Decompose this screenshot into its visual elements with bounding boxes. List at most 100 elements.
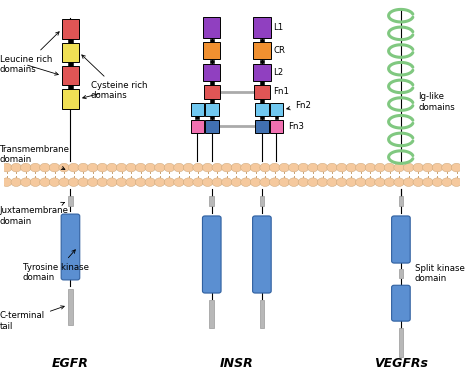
Circle shape <box>30 178 41 186</box>
Circle shape <box>193 163 203 172</box>
FancyBboxPatch shape <box>253 216 271 293</box>
Circle shape <box>250 178 261 186</box>
Bar <box>274 116 278 119</box>
Circle shape <box>202 178 213 186</box>
Circle shape <box>40 163 50 172</box>
Circle shape <box>260 163 270 172</box>
Circle shape <box>308 178 318 186</box>
Text: Tyrosine kinase
domain: Tyrosine kinase domain <box>23 250 89 282</box>
Bar <box>62 42 79 62</box>
Circle shape <box>375 163 385 172</box>
Circle shape <box>394 163 404 172</box>
Bar <box>260 81 264 85</box>
Circle shape <box>413 178 423 186</box>
Circle shape <box>145 163 155 172</box>
Circle shape <box>59 163 69 172</box>
Circle shape <box>145 178 155 186</box>
Bar <box>210 99 214 103</box>
Circle shape <box>356 163 366 172</box>
Bar <box>203 42 220 59</box>
Circle shape <box>432 163 443 172</box>
Circle shape <box>231 178 242 186</box>
Circle shape <box>221 178 232 186</box>
Circle shape <box>365 178 375 186</box>
Circle shape <box>164 163 174 172</box>
Circle shape <box>97 178 108 186</box>
Circle shape <box>451 163 462 172</box>
Circle shape <box>30 163 41 172</box>
Circle shape <box>49 163 60 172</box>
FancyBboxPatch shape <box>61 214 80 280</box>
Circle shape <box>193 178 203 186</box>
Circle shape <box>88 163 98 172</box>
Circle shape <box>231 163 242 172</box>
Bar <box>62 66 79 85</box>
Text: INSR: INSR <box>220 357 254 370</box>
Circle shape <box>183 178 194 186</box>
Circle shape <box>202 163 213 172</box>
Circle shape <box>269 178 280 186</box>
Bar <box>260 196 264 206</box>
Circle shape <box>183 163 194 172</box>
Bar <box>270 120 283 133</box>
Circle shape <box>40 178 50 186</box>
Bar <box>210 116 214 119</box>
Bar <box>68 62 73 66</box>
Circle shape <box>155 178 165 186</box>
Circle shape <box>346 178 356 186</box>
Bar <box>203 64 220 81</box>
Circle shape <box>289 178 299 186</box>
Bar <box>191 103 204 116</box>
Bar <box>399 329 403 356</box>
Bar <box>260 38 264 42</box>
Circle shape <box>269 163 280 172</box>
Circle shape <box>221 163 232 172</box>
Circle shape <box>317 163 328 172</box>
Circle shape <box>212 163 222 172</box>
Text: Leucine rich
domains: Leucine rich domains <box>0 32 59 74</box>
Bar <box>210 60 214 63</box>
Circle shape <box>289 163 299 172</box>
Bar <box>210 300 214 329</box>
Circle shape <box>136 163 146 172</box>
Circle shape <box>317 178 328 186</box>
Text: VEGFRs: VEGFRs <box>374 357 428 370</box>
Bar <box>399 268 403 278</box>
Bar <box>210 196 214 206</box>
Bar <box>68 196 73 206</box>
Circle shape <box>1 178 12 186</box>
Circle shape <box>422 163 433 172</box>
Circle shape <box>384 163 395 172</box>
Circle shape <box>356 178 366 186</box>
Circle shape <box>107 163 117 172</box>
Circle shape <box>279 163 290 172</box>
Bar <box>253 17 271 38</box>
Text: Split kinase
domain: Split kinase domain <box>415 264 465 283</box>
Circle shape <box>20 163 31 172</box>
Bar <box>254 85 270 99</box>
Bar <box>253 64 271 81</box>
Bar <box>68 289 73 325</box>
Text: Cysteine rich
domains: Cysteine rich domains <box>82 55 147 100</box>
Bar <box>205 120 219 133</box>
Circle shape <box>337 178 347 186</box>
Text: Juxtamembrane
domain: Juxtamembrane domain <box>0 202 69 226</box>
Bar <box>68 39 73 42</box>
Circle shape <box>116 163 127 172</box>
FancyBboxPatch shape <box>202 216 221 293</box>
Circle shape <box>394 178 404 186</box>
Text: L2: L2 <box>273 68 283 77</box>
Circle shape <box>164 178 174 186</box>
Bar <box>62 20 79 39</box>
Circle shape <box>298 163 309 172</box>
Text: L1: L1 <box>273 23 283 32</box>
Bar <box>260 60 264 63</box>
Bar <box>195 116 199 119</box>
Circle shape <box>327 163 337 172</box>
Bar <box>260 99 264 103</box>
Circle shape <box>375 178 385 186</box>
Text: CR: CR <box>273 46 285 55</box>
Text: C-terminal
tail: C-terminal tail <box>0 306 64 331</box>
Circle shape <box>126 178 137 186</box>
Text: Fn1: Fn1 <box>273 87 289 96</box>
